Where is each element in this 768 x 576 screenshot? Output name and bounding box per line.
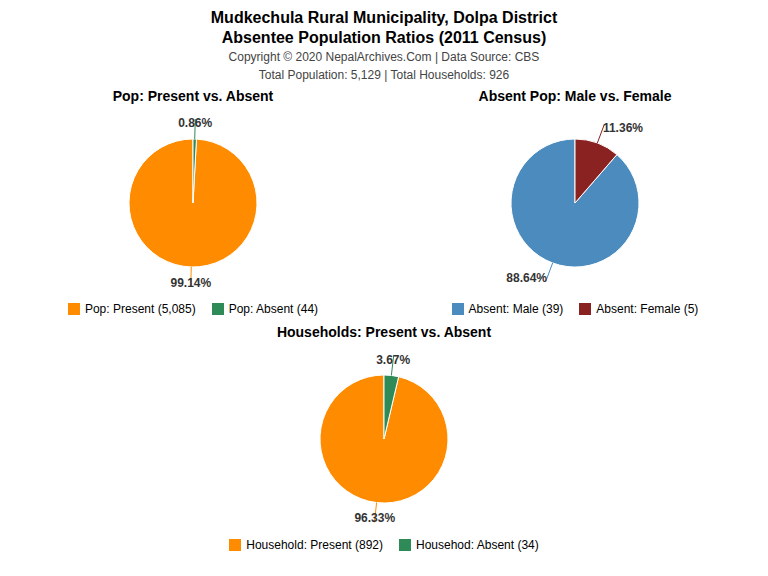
svg-text:11.36%: 11.36% (603, 121, 643, 135)
html-text:Mudkechula Rural Municipality,: Mudkechula Rural Municipality, Dolpa Dis… (210, 9, 558, 26)
html-text:Pop: Absent (44): Pop: Absent (44) (228, 302, 319, 316)
svg-text:88.64%: 88.64% (506, 271, 547, 285)
html-text:Househod: Absent (34): Househod: Absent (34) (416, 538, 539, 552)
svg-text:0.86%: 0.86% (178, 116, 212, 130)
html-text:Absentee Population Ratios (20: Absentee Population Ratios (2011 Census) (221, 29, 547, 46)
html-text:Pop: Present vs. Absent: Pop: Present vs. Absent (112, 88, 274, 104)
html-text:Absent: Female (5): Absent: Female (5) (596, 302, 699, 316)
html-text:Total Population: 5,129 | Tota: Total Population: 5,129 | Total Househol… (258, 68, 510, 82)
html-text:Household: Present (892): Household: Present (892) (246, 538, 383, 552)
svg-text:96.33%: 96.33% (354, 511, 395, 525)
html-text:Households: Present vs. Absent: Households: Present vs. Absent (276, 324, 492, 340)
svg-text:99.14%: 99.14% (170, 276, 211, 290)
html-text:Absent: Male (39): Absent: Male (39) (468, 302, 564, 316)
svg-text:3.67%: 3.67% (376, 353, 410, 367)
html-text:Pop: Present (5,085): Pop: Present (5,085) (84, 302, 196, 316)
html-text:Absent Pop: Male vs. Female: Absent Pop: Male vs. Female (478, 88, 672, 104)
html-text:Copyright © 2020 NepalArchives: Copyright © 2020 NepalArchives.Com | Dat… (228, 50, 540, 64)
